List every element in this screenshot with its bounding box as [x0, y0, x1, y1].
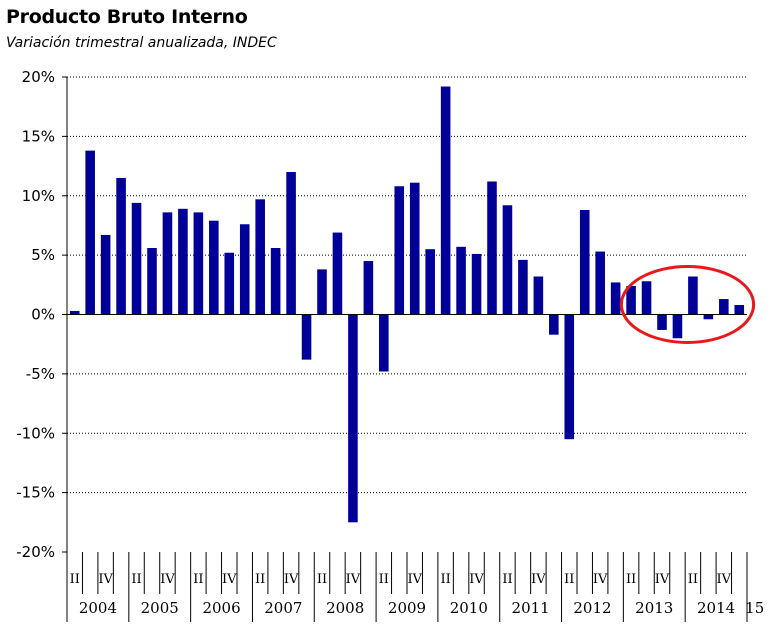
bar	[564, 314, 575, 440]
bar	[688, 276, 698, 315]
year-label: 15	[745, 599, 764, 617]
bar	[69, 310, 80, 315]
quarter-label: IV	[346, 572, 361, 587]
quarter-label: IV	[655, 572, 670, 587]
bar	[425, 249, 435, 315]
quarter-label: IV	[593, 572, 608, 587]
bar	[487, 181, 497, 315]
bar	[672, 314, 683, 339]
bar	[131, 202, 142, 315]
bar	[100, 234, 111, 315]
quarter-label: II	[193, 572, 203, 587]
quarter-label: II	[255, 572, 265, 587]
bar	[348, 314, 358, 523]
y-tick-label: 0%	[31, 306, 55, 324]
y-tick-label: 5%	[31, 246, 55, 264]
year-label: 2005	[141, 599, 179, 617]
quarter-label: IV	[407, 572, 422, 587]
quarter-label: IV	[469, 572, 484, 587]
bar	[317, 269, 327, 315]
bar	[734, 305, 745, 315]
bar	[239, 224, 250, 315]
bar	[703, 314, 714, 320]
quarter-label: IV	[222, 572, 237, 587]
quarter-label: II	[688, 572, 698, 587]
year-label: 2011	[512, 599, 550, 617]
highlight-circle	[619, 265, 756, 344]
bar	[719, 299, 729, 315]
bar	[255, 199, 265, 315]
bar	[502, 205, 513, 315]
year-label: 2007	[264, 599, 302, 617]
bar	[178, 208, 188, 315]
year-label: 2006	[202, 599, 240, 617]
bar	[456, 246, 466, 315]
quarter-label: II	[317, 572, 327, 587]
y-tick-label: -20%	[16, 543, 55, 561]
bar	[394, 186, 405, 315]
bar	[657, 314, 667, 330]
quarter-label: IV	[98, 572, 113, 587]
bar	[440, 86, 451, 315]
bar	[626, 286, 636, 315]
year-label: 2012	[573, 599, 611, 617]
bar	[332, 232, 343, 315]
bar	[363, 261, 374, 315]
y-tick-label: 15%	[22, 127, 55, 145]
bar	[518, 259, 528, 315]
year-label: 2009	[388, 599, 426, 617]
quarter-label: IV	[160, 572, 175, 587]
y-tick-label: 10%	[22, 187, 55, 205]
year-label: 2014	[697, 599, 735, 617]
quarter-label: II	[626, 572, 636, 587]
bar	[224, 252, 235, 315]
quarter-label: IV	[531, 572, 546, 587]
bar	[85, 150, 95, 315]
y-tick-label: -5%	[26, 365, 55, 383]
bar	[409, 182, 420, 315]
bar	[533, 276, 544, 315]
quarter-label: IV	[717, 572, 732, 587]
bar	[610, 282, 621, 315]
bar	[193, 212, 204, 315]
bar	[579, 210, 590, 315]
y-tick-label: -10%	[16, 424, 55, 442]
quarter-label: II	[70, 572, 80, 587]
quarter-label: II	[131, 572, 141, 587]
bar	[286, 172, 296, 315]
y-tick-label: -15%	[16, 484, 55, 502]
quarter-label: II	[440, 572, 450, 587]
quarter-label: IV	[284, 572, 299, 587]
bar	[116, 177, 126, 315]
quarter-label: II	[564, 572, 574, 587]
bar	[209, 220, 219, 315]
y-tick-label: 20%	[22, 68, 55, 86]
bar	[471, 253, 482, 315]
bar	[595, 251, 605, 315]
bar	[162, 212, 173, 315]
year-label: 2010	[450, 599, 488, 617]
chart-title: Producto Bruto Interno	[6, 6, 248, 28]
year-label: 2013	[635, 599, 673, 617]
bar	[549, 314, 559, 335]
quarter-label: II	[502, 572, 512, 587]
bar	[147, 248, 157, 315]
quarter-label: II	[379, 572, 389, 587]
chart-subtitle: Variación trimestral anualizada, INDEC	[6, 35, 277, 51]
year-label: 2008	[326, 599, 364, 617]
bar	[301, 314, 312, 360]
bar	[641, 281, 652, 315]
year-label: 2004	[79, 599, 117, 617]
bar	[270, 248, 281, 315]
bar	[379, 314, 389, 372]
